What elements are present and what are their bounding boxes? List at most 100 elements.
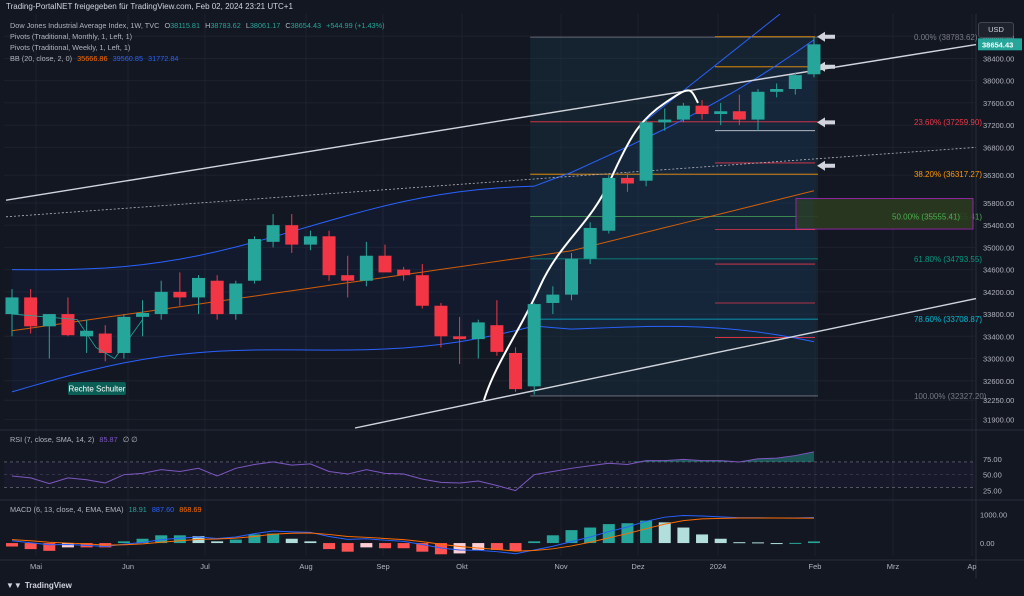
macd-histogram-bar [807,541,820,544]
legend-rsi[interactable]: RSI (7, close, SMA, 14, 2) 85.87 ∅ ∅ [10,435,137,444]
price-chart[interactable]: 0.00% (38783.62) 23.60% (37259.90) 38.20% … [0,14,1024,578]
ohlc-open: 38115.81 [170,21,201,30]
bb-upper-line [11,39,815,271]
candle-body [210,280,224,315]
ohlc-change: +544.99 (+1.43%) [326,21,385,30]
legend-pivots-weekly[interactable]: Pivots (Traditional, Weekly, 1, Left, 1) [10,43,131,52]
candle-body [266,225,280,242]
price-tick-label: 34200.00 [983,288,1014,297]
rsi-extra: ∅ ∅ [122,435,138,444]
bb-upper-value: 39560.85 [112,54,143,63]
candles[interactable] [5,37,821,395]
price-tick-label: 36800.00 [983,143,1014,152]
macd-histogram-bar [472,543,485,550]
bb-basis-value: 35666.86 [77,54,108,63]
macd-tick-label: 0.00 [980,539,995,548]
fib-target-box [795,197,974,230]
candle-body [546,294,560,303]
tradingview-logo-text: TradingView [24,581,72,590]
share-banner-text: Trading-PortalNET freigegeben für Tradin… [6,2,293,11]
legend-bb[interactable]: BB (20, close, 2, 0) 35666.86 39560.85 3… [10,54,178,63]
annotation-label: Rechte Schulter [68,385,125,394]
candle-body [714,111,728,115]
rsi-tick-label: 50.00 [983,471,1002,480]
price-tick-label: 34600.00 [983,266,1014,275]
rsi-line [11,451,815,492]
macd-histogram-bar [6,543,18,547]
annotations[interactable]: Rechte Schulter [11,313,143,395]
macd-histogram-bar [397,543,410,549]
arrow-left-icon [817,160,835,171]
price-tick-label: 38000.00 [983,77,1014,86]
macd-histogram-bar [360,543,373,548]
macd-histogram-bar [267,533,280,544]
legend-macd[interactable]: MACD (6, 13, close, 4, EMA, EMA) 18.91 8… [10,505,202,514]
macd-histogram-bar [733,542,746,544]
macd-histogram-bar [341,543,354,552]
tradingview-logo[interactable]: ▼▼ TradingView [6,581,72,590]
macd-histogram-bar [546,535,559,544]
macd-histogram-bar [434,543,447,555]
candle-body [639,122,653,181]
lower-trendline [354,297,977,429]
candle-body [98,333,112,353]
candle-body [658,119,672,123]
ohlc-high-label: H [205,21,211,30]
macd-histogram-bar [677,527,690,544]
candle-body [341,275,355,281]
macd-histogram-bar [640,520,653,544]
legend-pivots-monthly[interactable]: Pivots (Traditional, Monthly, 1, Left, 1… [10,32,133,41]
macd-histogram-bar [584,527,597,544]
macd-histogram-bar [714,538,727,544]
ohlc-open-label: O [164,21,171,30]
arrow-left-icon [817,117,835,128]
currency-button[interactable]: USD [978,22,1014,38]
rsi-pane[interactable]: 75.00 50.00 25.00 [4,451,1002,496]
candle-body [565,258,578,295]
last-price-label: 38654.43 [982,40,1013,49]
candle-body [583,227,597,259]
candle-body [676,105,690,120]
time-tick-label: Feb [809,562,822,571]
macd-value: 887.60 [151,505,175,514]
candle-body [751,91,765,120]
macd-signal-line [11,517,814,552]
time-axis[interactable]: Mai Jun Jul Aug Sep Okt Nov Dez 2024 Feb Mrz Ap [30,562,977,571]
macd-title: MACD (6, 13, close, 4, EMA, EMA) [10,505,124,514]
candle-body [695,105,709,115]
macd-histogram-bar [752,542,764,544]
ohlc-high: 38783.62 [210,21,241,30]
instrument-title: Dow Jones Industrial Average Index, 1W, … [10,21,160,30]
ohlc-low-label: L [245,21,250,30]
macd-histogram-bar [248,534,261,544]
fib-level-label: 50.00% (35555.41) [892,213,960,222]
grid [0,14,1024,578]
macd-pane[interactable]: 1000.00 0.00 [6,510,1007,555]
macd-histogram-bar [117,541,130,544]
rsi-tick-label: 25.00 [983,487,1002,496]
macd-histogram-bar [658,522,671,544]
fib-level-label: 0.00% (38783.62) [914,33,978,42]
drawn-path [483,89,699,401]
candle-body [24,297,38,327]
time-tick-label: Aug [299,562,312,571]
fib-level-label: 100.00% (32327.20) [914,392,987,401]
macd-histogram-bar [490,543,503,550]
tradingview-logo-icon: ▼▼ [6,581,22,590]
candle-body [192,277,205,298]
macd-histogram-bar [43,543,56,551]
chart-background [0,14,1024,578]
rsi-value: 85.87 [99,435,118,444]
price-axis[interactable]: 38800.0038400.0038000.0037600.0037200.00… [978,32,1022,425]
macd-histogram-bar [285,538,298,544]
time-tick-label: Sep [376,562,389,571]
channel-line [639,14,781,126]
time-tick-label: Jul [200,562,210,571]
candle-body [509,352,523,390]
legend-main[interactable]: Dow Jones Industrial Average Index, 1W, … [10,21,385,30]
candle-body [229,283,243,315]
annotation-box [67,382,126,395]
candle-body [788,75,802,90]
candle-body [490,325,504,352]
macd-histogram-bar [61,543,74,548]
